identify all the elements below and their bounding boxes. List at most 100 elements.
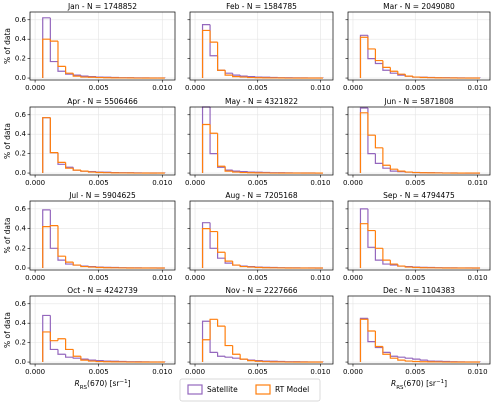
y-tick-label: 0.0 <box>15 358 26 366</box>
plot-frame <box>189 200 334 271</box>
x-tick-label: 0.005 <box>248 84 268 92</box>
y-tick-label: 0.6 <box>15 205 27 213</box>
hist-step <box>80 358 89 360</box>
hist-step <box>209 318 218 340</box>
hist-step <box>374 330 383 348</box>
hist-step <box>65 162 74 169</box>
hist-step <box>216 133 226 167</box>
x-tick-label: 0.010 <box>468 274 488 282</box>
hist-step <box>72 74 81 76</box>
hist-step <box>72 168 81 171</box>
x-tick-label: 0.000 <box>343 274 363 282</box>
subplot-title: Sep - N = 4794475 <box>383 191 455 200</box>
plot-frame <box>347 106 491 176</box>
y-axis-label: % of data <box>3 28 12 64</box>
hist-step <box>367 35 376 60</box>
subplot-title: Oct - N = 4242739 <box>67 286 138 295</box>
legend-label: Satellite <box>207 385 238 394</box>
legend-box <box>179 378 321 402</box>
subplot-title: Jun - N = 5871808 <box>383 97 453 106</box>
hist-step <box>65 164 74 168</box>
hist-step <box>87 360 97 362</box>
x-tick-label: 0.010 <box>468 84 488 92</box>
hist-step <box>404 360 413 362</box>
hist-step <box>201 339 211 363</box>
x-tick-label: 0.000 <box>343 368 363 376</box>
y-tick-label: 0.4 <box>15 319 27 327</box>
hist-step <box>57 349 66 355</box>
hist-step <box>216 55 226 71</box>
subplot-title: Dec - N = 1104383 <box>383 286 455 295</box>
legend-swatch <box>255 384 271 395</box>
hist-step <box>224 167 233 171</box>
y-tick-label: 0.6 <box>15 111 27 119</box>
hist-step <box>49 117 58 154</box>
y-tick-label: 0.4 <box>15 130 27 138</box>
hist-step <box>412 76 421 78</box>
x-tick-label: 0.000 <box>343 84 363 92</box>
hist-step <box>224 70 233 74</box>
hist-step <box>232 171 241 173</box>
hist-step <box>382 347 391 353</box>
hist-step <box>72 262 81 266</box>
hist-step <box>367 112 376 136</box>
hist-step <box>57 225 66 257</box>
plot-frame <box>29 295 176 365</box>
hist-step <box>80 356 89 361</box>
hist-step <box>42 17 51 79</box>
plot-frame <box>347 200 491 271</box>
x-tick-label: 0.000 <box>185 274 205 282</box>
hist-step <box>209 321 218 353</box>
hist-step <box>49 225 58 227</box>
x-axis-label-part: (670) [sr <box>404 379 437 388</box>
hist-step <box>224 252 233 262</box>
x-tick-label: 0.000 <box>25 84 45 92</box>
hist-step <box>201 24 211 79</box>
plot-frame <box>189 11 334 81</box>
x-axis-label: RRS(670) [sr−1] <box>74 379 130 391</box>
hist-step <box>216 42 226 71</box>
x-tick-label: 0.005 <box>89 179 109 187</box>
x-axis-label-part: RS <box>396 385 404 391</box>
hist-step <box>374 48 383 62</box>
hist-step <box>389 352 398 357</box>
hist-step <box>359 317 368 363</box>
x-tick-label: 0.010 <box>152 179 172 187</box>
x-axis-label-part: (670) [sr <box>87 379 120 388</box>
y-tick-label: 0.4 <box>15 225 27 233</box>
x-tick-label: 0.010 <box>468 368 488 376</box>
hist-step <box>359 36 368 79</box>
hist-step <box>359 223 368 269</box>
x-tick-label: 0.005 <box>405 368 425 376</box>
y-axis-label: % of data <box>3 217 12 253</box>
hist-step <box>382 147 391 166</box>
x-tick-label: 0.000 <box>343 179 363 187</box>
hist-step <box>397 71 406 75</box>
hist-step <box>359 318 368 363</box>
x-tick-label: 0.005 <box>248 368 268 376</box>
hist-step <box>224 356 233 358</box>
hist-step <box>389 354 398 359</box>
hist-step <box>42 38 51 79</box>
subplot-title: Feb - N = 1584785 <box>226 2 297 11</box>
hist-step <box>239 265 248 267</box>
hist-step <box>404 74 413 77</box>
x-tick-label: 0.010 <box>152 368 172 376</box>
plot-frame <box>29 106 176 176</box>
hist-step <box>49 117 58 154</box>
hist-step <box>232 357 241 359</box>
plot-frame <box>347 295 491 365</box>
hist-step <box>367 223 376 232</box>
x-axis-label-part: −1 <box>436 379 444 385</box>
hist-step <box>65 256 74 263</box>
hist-step <box>359 107 368 174</box>
plot-frame <box>29 200 176 271</box>
x-tick-label: 0.005 <box>405 84 425 92</box>
y-tick-label: 0.2 <box>15 150 26 158</box>
hist-step <box>209 107 218 155</box>
x-tick-label: 0.000 <box>25 179 45 187</box>
hist-step <box>224 70 233 76</box>
x-tick-label: 0.000 <box>185 84 205 92</box>
hist-step <box>201 106 211 174</box>
